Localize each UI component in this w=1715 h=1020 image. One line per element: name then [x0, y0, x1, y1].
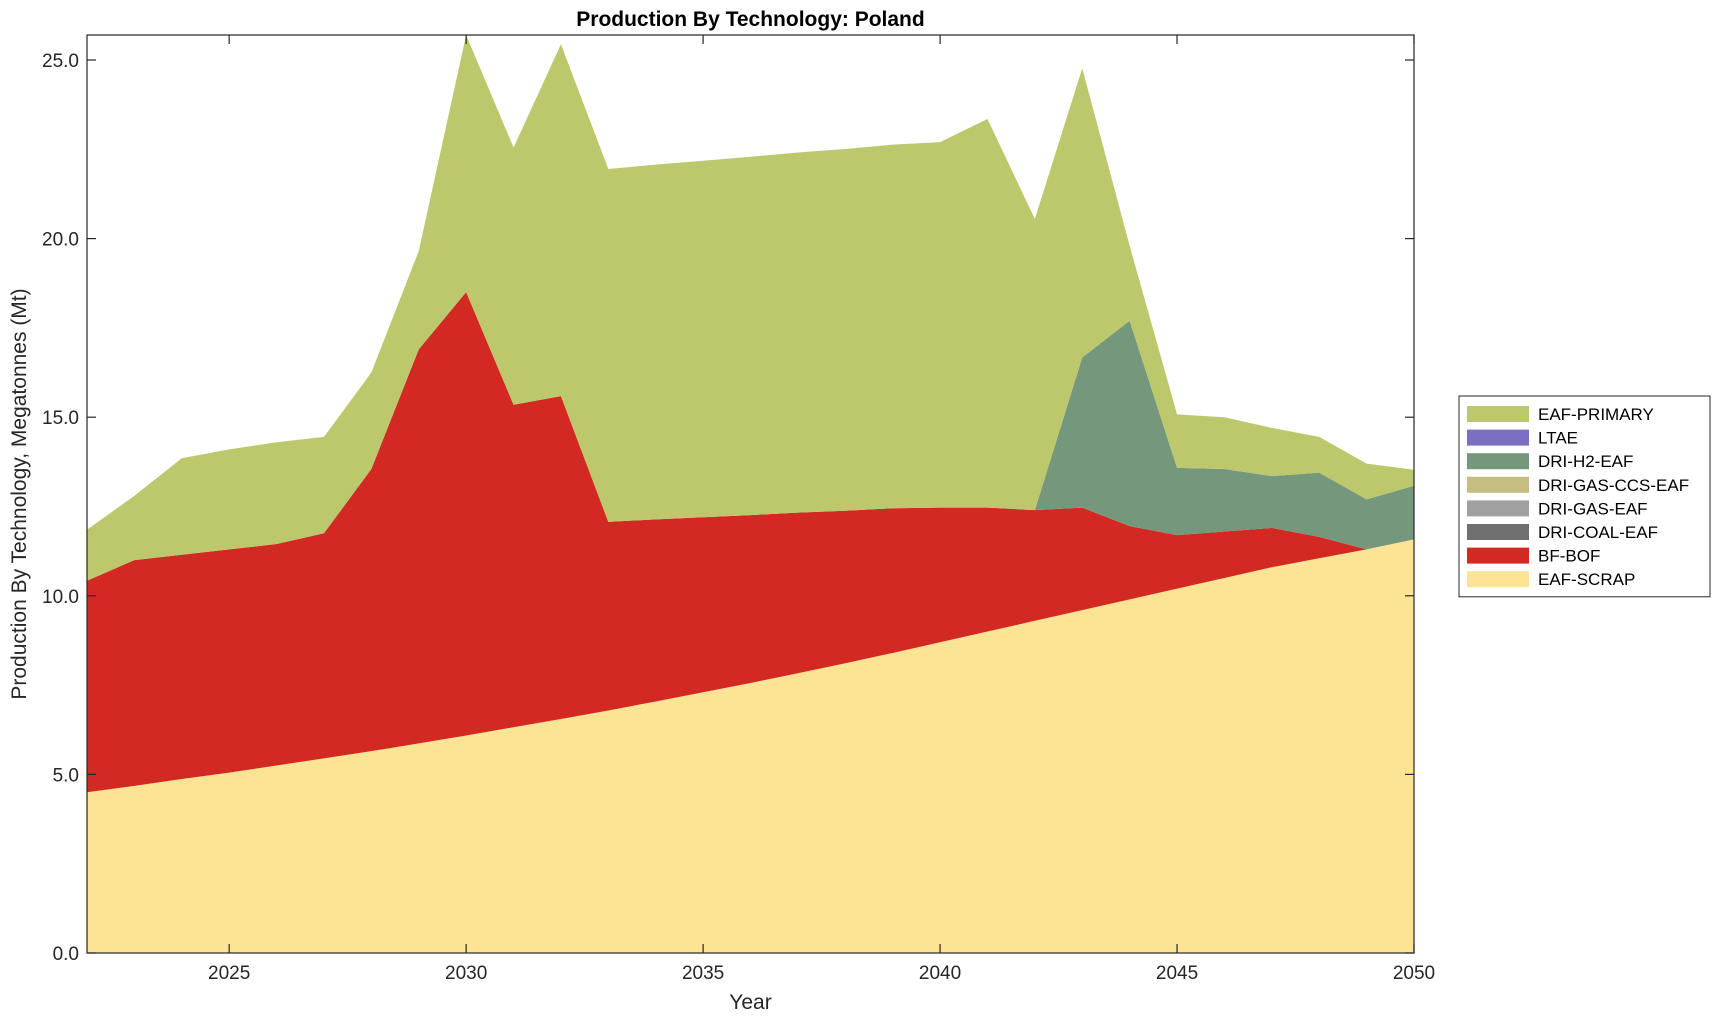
legend-swatch-dri-h2-eaf [1467, 453, 1529, 470]
plot-frame [86, 34, 1415, 954]
x-tick-label: 2025 [208, 963, 250, 984]
legend-label-dri-gas-eaf: DRI-GAS-EAF [1538, 499, 1648, 518]
legend: EAF-PRIMARY LTAE DRI-H2-EAF DRI-GAS-CCS-EAF… [1458, 395, 1711, 598]
legend-label-bf-bof: BF-BOF [1538, 547, 1600, 566]
legend-swatch-ltae [1467, 429, 1529, 446]
y-tick-label: 5.0 [53, 765, 79, 786]
x-tick-label: 2050 [1393, 963, 1435, 984]
area-bf-bof [87, 292, 1414, 793]
y-tick-label: 0.0 [53, 944, 79, 965]
area-eaf-primary [87, 35, 1414, 581]
legend-entries: EAF-PRIMARY LTAE DRI-H2-EAF DRI-GAS-CCS-EAF… [1467, 405, 1689, 589]
y-axis-title: Production By Technology, Megatonnes (Mt… [8, 288, 31, 699]
legend-label-dri-h2-eaf: DRI-H2-EAF [1538, 452, 1633, 471]
legend-swatch-eaf-scrap [1467, 571, 1529, 588]
legend-swatch-dri-coal-eaf [1467, 524, 1529, 540]
legend-box [1458, 395, 1711, 598]
y-tick-label: 10.0 [42, 587, 79, 608]
x-tick-label: 2040 [919, 963, 961, 984]
legend-label-ltae: LTAE [1538, 429, 1578, 448]
legend-label-dri-gas-ccs-eaf: DRI-GAS-CCS-EAF [1538, 476, 1689, 495]
axis-ticks: 2025 2030 2035 2040 2045 2050 0.0 5.0 10.0 15.0 20… [42, 35, 1435, 984]
x-tick-label: 2030 [445, 963, 487, 984]
legend-label-eaf-primary: EAF-PRIMARY [1538, 405, 1654, 424]
area-dri-h2-eaf [87, 292, 1414, 581]
legend-swatch-dri-gas-ccs-eaf [1467, 476, 1529, 493]
x-tick-label: 2035 [682, 963, 724, 984]
x-tick-label: 2045 [1156, 963, 1198, 984]
x-axis-title: Year [729, 991, 771, 1014]
stacked-areas [87, 35, 1414, 953]
chart-title: Production By Technology: Poland [576, 8, 924, 31]
legend-swatch-eaf-primary [1467, 406, 1529, 422]
y-tick-label: 20.0 [42, 230, 79, 251]
legend-label-dri-coal-eaf: DRI-COAL-EAF [1538, 523, 1658, 542]
area-eaf-scrap [87, 539, 1414, 953]
legend-label-eaf-scrap: EAF-SCRAP [1538, 570, 1635, 589]
y-tick-label: 25.0 [42, 51, 79, 72]
legend-swatch-bf-bof [1467, 547, 1529, 564]
y-tick-label: 15.0 [42, 408, 79, 429]
legend-swatch-dri-gas-eaf [1467, 500, 1529, 517]
